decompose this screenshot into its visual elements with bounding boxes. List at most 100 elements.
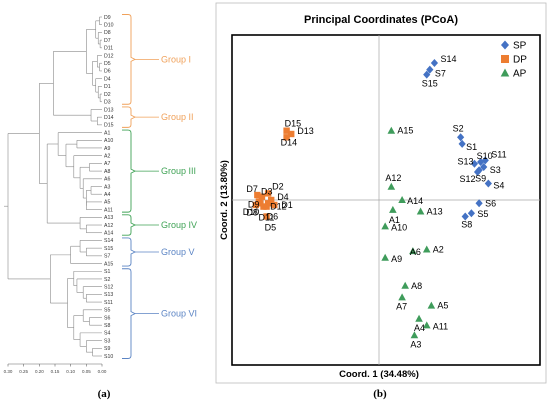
dp-point-d3 xyxy=(258,193,266,200)
legend-marker-dp xyxy=(501,55,509,63)
sp-point-s2 xyxy=(457,133,465,142)
dp-point-d4 xyxy=(268,196,275,204)
sp-point-s6 xyxy=(475,199,483,208)
dp-point-d12 xyxy=(264,200,272,207)
scale-tick-label: 0.00 xyxy=(98,369,107,374)
dendrogram-leaf-a3: A3 xyxy=(104,184,110,190)
dendrogram-leaf-s10: S10 xyxy=(104,354,113,360)
dendrogram-leaf-s11: S11 xyxy=(104,300,113,306)
panel-a-label: (a) xyxy=(98,388,111,400)
group-label-6: Group VI xyxy=(161,309,197,319)
ap-point-a7 xyxy=(398,293,406,301)
point-label-a6: A6 xyxy=(410,247,421,257)
sp-point-s15 xyxy=(423,70,431,79)
dendrogram-leaf-a1: A1 xyxy=(104,130,110,136)
point-label-a8: A8 xyxy=(411,281,422,291)
dendrogram-leaf-a12: A12 xyxy=(104,223,113,229)
point-label-d7: D7 xyxy=(246,184,258,194)
dendrogram-leaf-a13: A13 xyxy=(104,215,113,221)
dendrogram-leaf-a6: A6 xyxy=(104,177,110,183)
sp-point-s9 xyxy=(475,166,483,175)
dendrogram-leaf-a4: A4 xyxy=(104,192,110,198)
scale-tick-label: 0.05 xyxy=(82,369,91,374)
point-label-s5: S5 xyxy=(477,209,488,219)
dendrogram-leaf-s14: S14 xyxy=(104,238,113,244)
point-label-s14: S14 xyxy=(440,54,456,64)
dendrogram-leaf-d7: D7 xyxy=(104,38,111,44)
group-label-2: Group II xyxy=(161,112,194,122)
group-label-1: Group I xyxy=(161,54,191,64)
dendrogram-leaf-d14: D14 xyxy=(104,115,114,121)
group-bracket xyxy=(122,237,137,267)
group-label-5: Group V xyxy=(161,247,195,257)
dendrogram-leaf-d8: D8 xyxy=(104,30,111,36)
point-label-d9: D9 xyxy=(248,200,260,210)
ap-point-a1 xyxy=(389,205,397,213)
dendrogram-leaf-s6: S6 xyxy=(104,315,110,321)
dendrogram-leaf-a2: A2 xyxy=(104,153,110,159)
dendrogram-leaf-d12: D12 xyxy=(104,53,114,59)
dendrogram-leaf-d11: D11 xyxy=(104,46,113,52)
point-label-d11: D11 xyxy=(259,213,275,223)
ap-point-a12 xyxy=(387,182,396,190)
dendrogram-leaf-s5: S5 xyxy=(104,308,110,314)
scale-tick-label: 0.20 xyxy=(35,369,44,374)
chart-title: Principal Coordinates (PCoA) xyxy=(304,14,458,26)
point-label-s11: S11 xyxy=(491,149,506,159)
point-label-s3: S3 xyxy=(490,165,501,175)
ap-point-a10 xyxy=(381,222,389,230)
point-label-a15: A15 xyxy=(397,126,413,136)
point-label-d4: D4 xyxy=(277,192,289,202)
dendrogram-leaf-s12: S12 xyxy=(104,284,113,290)
point-label-s15: S15 xyxy=(422,79,438,89)
dendrogram-leaf-s2: S2 xyxy=(104,277,110,283)
dendrogram-leaf-d2: D2 xyxy=(104,92,111,98)
legend-marker-ap xyxy=(500,68,510,77)
scale-tick-label: 0.10 xyxy=(66,369,75,374)
dp-point-d14 xyxy=(283,134,290,141)
point-label-a7: A7 xyxy=(396,301,407,311)
ap-point-a2 xyxy=(422,245,431,253)
pcoa-panel: Principal Coordinates (PCoA) Coord. 1 (3… xyxy=(215,2,547,384)
point-label-a5: A5 xyxy=(437,301,448,311)
dp-point-d5 xyxy=(263,213,270,220)
point-label-a14: A14 xyxy=(407,196,423,206)
dendrogram-leaf-s1: S1 xyxy=(104,269,110,275)
dp-point-d15 xyxy=(283,127,290,134)
sp-point-s4 xyxy=(484,179,492,188)
point-label-d5: D5 xyxy=(265,223,277,233)
point-label-a12: A12 xyxy=(385,173,401,183)
dendrogram-leaf-d3: D3 xyxy=(104,100,111,106)
group-bracket xyxy=(122,106,137,128)
y-axis-label: Coord. 2 (13.80%) xyxy=(219,160,230,240)
dendrogram-leaf-d9: D9 xyxy=(104,15,111,21)
dendrogram-leaf-d10: D10 xyxy=(104,23,114,29)
legend-marker-sp xyxy=(501,40,509,50)
ap-point-a13 xyxy=(416,207,425,215)
point-label-d12: D12 xyxy=(270,201,287,211)
point-label-s4: S4 xyxy=(493,181,504,191)
point-label-s12: S12 xyxy=(460,174,476,184)
point-label-d15: D15 xyxy=(285,119,302,129)
sp-point-s3 xyxy=(480,163,488,171)
dendrogram-leaf-a11: A11 xyxy=(104,207,113,213)
point-label-d14: D14 xyxy=(281,137,298,147)
ap-point-a5 xyxy=(427,301,436,309)
dendrogram-leaf-d4: D4 xyxy=(104,76,111,82)
legend: SP DP AP xyxy=(500,40,527,80)
scale-tick-label: 0.15 xyxy=(51,369,60,374)
dendrogram-leaf-d5: D5 xyxy=(104,61,111,67)
dendrogram-leaf-a9: A9 xyxy=(104,146,110,152)
dp-point-d13 xyxy=(288,130,295,138)
dp-point-d10 xyxy=(252,201,259,209)
dendrogram-leaf-a7: A7 xyxy=(104,161,110,167)
dendrogram-leaf-d13: D13 xyxy=(104,107,114,113)
point-label-d10: D10 xyxy=(243,207,260,217)
sp-point-s13 xyxy=(470,159,479,168)
legend-label-sp: SP xyxy=(513,41,527,52)
group-bracket xyxy=(122,129,137,213)
point-label-d1: D1 xyxy=(281,200,293,210)
dendrogram-leaf-d1: D1 xyxy=(104,84,111,90)
